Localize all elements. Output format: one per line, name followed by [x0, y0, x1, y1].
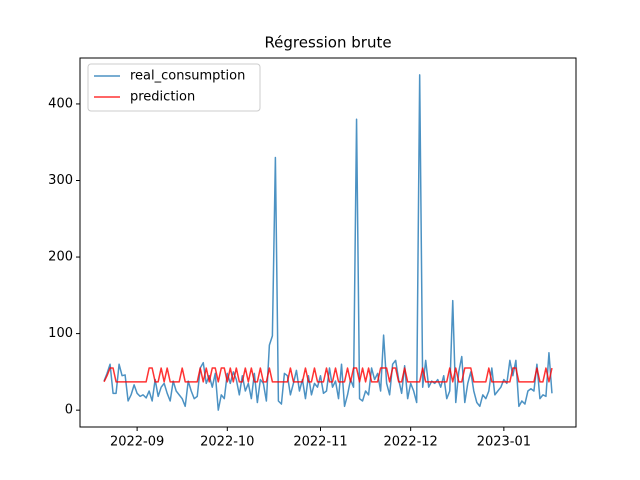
x-tick-label: 2022-09	[110, 435, 164, 450]
x-tick-label: 2022-10	[200, 435, 254, 450]
y-tick-label: 0	[65, 403, 73, 418]
x-tick-label: 2023-01	[477, 435, 531, 450]
y-tick-label: 300	[48, 173, 73, 188]
legend-label: prediction	[130, 90, 195, 105]
y-tick-label: 200	[48, 250, 73, 265]
y-tick-label: 400	[48, 96, 73, 111]
legend: real_consumption prediction	[87, 63, 261, 112]
chart-title: Régression brute	[264, 34, 391, 52]
y-tick-label: 100	[48, 326, 73, 341]
legend-box	[87, 63, 261, 112]
series-line	[103, 74, 553, 411]
x-tick-label: 2022-11	[293, 435, 347, 450]
legend-label: real_consumption	[130, 69, 245, 84]
x-tick-label: 2022-12	[384, 435, 438, 450]
series-line	[103, 367, 553, 383]
plot-frame	[79, 57, 577, 428]
